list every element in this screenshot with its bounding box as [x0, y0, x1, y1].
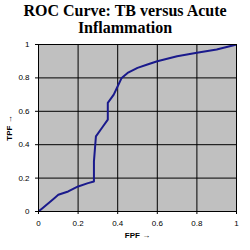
svg-text:0.2: 0.2 [18, 174, 30, 183]
svg-text:FPF →: FPF → [125, 231, 150, 240]
svg-text:0.8: 0.8 [18, 73, 30, 82]
svg-text:0.2: 0.2 [73, 219, 85, 228]
html-text:ROC Curve: TB versus Acute Inf: ROC Curve: TB versus Acute Inflammation [23, 2, 227, 36]
svg-text:TPF →: TPF → [5, 115, 14, 140]
svg-text:0.8: 0.8 [191, 219, 203, 228]
svg-text:1: 1 [25, 40, 30, 49]
svg-text:0: 0 [36, 219, 41, 228]
svg-text:0.6: 0.6 [152, 219, 164, 228]
svg-text:0: 0 [25, 207, 30, 216]
svg-text:1: 1 [234, 219, 239, 228]
svg-text:0.6: 0.6 [18, 107, 30, 116]
svg-text:0.4: 0.4 [112, 219, 124, 228]
svg-text:0.4: 0.4 [18, 140, 30, 149]
